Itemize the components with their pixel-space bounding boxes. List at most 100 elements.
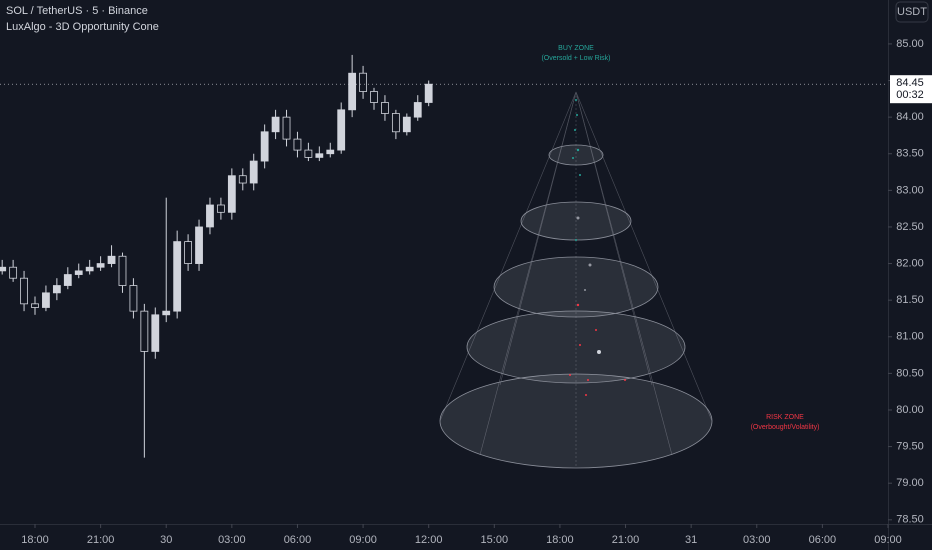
risk-zone-label: RISK ZONE — [766, 414, 804, 421]
dot — [579, 344, 581, 346]
y-tick-label: 81.50 — [896, 294, 924, 306]
candle-body — [227, 175, 236, 213]
candle-body — [173, 241, 182, 312]
cone-ring — [548, 144, 604, 166]
dot — [584, 289, 586, 291]
y-tick-label: 80.00 — [896, 404, 924, 416]
y-tick-label: 85.00 — [896, 38, 924, 50]
candle-body — [107, 255, 116, 264]
x-tick-label: 21:00 — [612, 534, 640, 546]
dot — [572, 157, 574, 159]
indicator-name[interactable]: LuxAlgo - 3D Opportunity Cone — [6, 21, 159, 33]
candle-body — [337, 109, 346, 151]
currency-label[interactable]: USDT — [897, 6, 927, 18]
buy-zone-sub: (Oversold + Low Risk) — [541, 55, 610, 62]
dot — [574, 129, 576, 131]
candle-body — [42, 292, 50, 308]
countdown-label: 00:32 — [896, 89, 924, 101]
candle-body — [217, 204, 225, 213]
dot — [576, 148, 580, 152]
candle-body — [195, 226, 203, 264]
y-tick-label: 81.00 — [896, 331, 924, 343]
cone-ring — [520, 201, 632, 241]
dot — [587, 379, 589, 381]
cone-ring — [466, 310, 686, 384]
currency-button[interactable] — [895, 1, 929, 23]
dot — [585, 394, 587, 396]
candle-body — [381, 102, 389, 114]
candle-body — [348, 72, 357, 111]
candle-body — [249, 160, 258, 184]
y-tick-label: 82.50 — [896, 221, 924, 233]
risk-zone-sub: (Overbought/Volatility) — [751, 424, 820, 431]
cone — [439, 91, 713, 468]
candle-body — [9, 266, 18, 279]
x-tick-label: 06:00 — [284, 534, 312, 546]
dot — [588, 263, 592, 267]
candle-body — [413, 102, 422, 118]
cone-dots — [569, 99, 626, 396]
candle-body — [424, 83, 433, 103]
cone-edge — [439, 91, 577, 422]
candle-body — [63, 274, 72, 286]
candle-body — [96, 263, 105, 268]
dot — [597, 350, 601, 354]
last-price-label: 84.45 — [896, 77, 924, 89]
candle-body — [359, 72, 367, 92]
x-tick-label: 09:00 — [874, 534, 902, 546]
y-tick-label: 78.50 — [896, 514, 924, 526]
candle-body — [74, 270, 83, 275]
y-tick-label: 79.00 — [896, 477, 924, 489]
candle-body — [151, 314, 160, 352]
x-tick-label: 09:00 — [349, 534, 377, 546]
x-tick-label: 21:00 — [87, 534, 115, 546]
dot — [569, 374, 571, 376]
y-tick-label: 82.00 — [896, 257, 924, 269]
y-tick-label: 80.50 — [896, 367, 924, 379]
candle-body — [271, 116, 280, 133]
cone-edge — [575, 91, 653, 386]
y-tick-label: 83.50 — [896, 148, 924, 160]
candle-body — [85, 266, 94, 272]
x-tick-label: 18:00 — [546, 534, 574, 546]
x-tick-label: 12:00 — [415, 534, 443, 546]
candle-body — [238, 175, 247, 184]
candle-body — [129, 285, 138, 312]
candle-body — [140, 310, 149, 352]
candle-body — [162, 310, 171, 316]
cone-edge — [575, 91, 713, 422]
x-tick-label: 31 — [685, 534, 697, 546]
candle-body — [282, 116, 291, 140]
candle-body — [0, 266, 7, 272]
last-price-box — [890, 75, 932, 104]
dot — [576, 114, 578, 116]
candle-body — [52, 285, 61, 294]
x-tick-label: 06:00 — [809, 534, 837, 546]
cone-ring — [493, 256, 659, 318]
y-tick-label: 84.00 — [896, 111, 924, 123]
candle-body — [206, 204, 214, 228]
candle-body — [391, 113, 400, 133]
symbol-title[interactable]: SOL / TetherUS · 5 · Binance — [6, 5, 148, 17]
x-tick-label: 30 — [160, 534, 172, 546]
dot — [624, 379, 626, 381]
dot — [576, 303, 580, 307]
dot — [575, 99, 577, 101]
y-tick-label: 79.50 — [896, 440, 924, 452]
dot — [579, 174, 581, 176]
candle-body — [402, 116, 411, 133]
buy-zone-label: BUY ZONE — [558, 45, 594, 52]
candles — [0, 54, 433, 458]
dot — [575, 239, 577, 241]
y-tick-label: 83.00 — [896, 184, 924, 196]
candle-body — [315, 153, 324, 158]
dot — [576, 216, 580, 220]
candle-body — [260, 131, 269, 162]
candle-body — [184, 241, 192, 264]
candle-body — [118, 255, 127, 286]
candle-body — [293, 138, 302, 151]
x-tick-label: 03:00 — [218, 534, 246, 546]
x-tick-label: 03:00 — [743, 534, 771, 546]
